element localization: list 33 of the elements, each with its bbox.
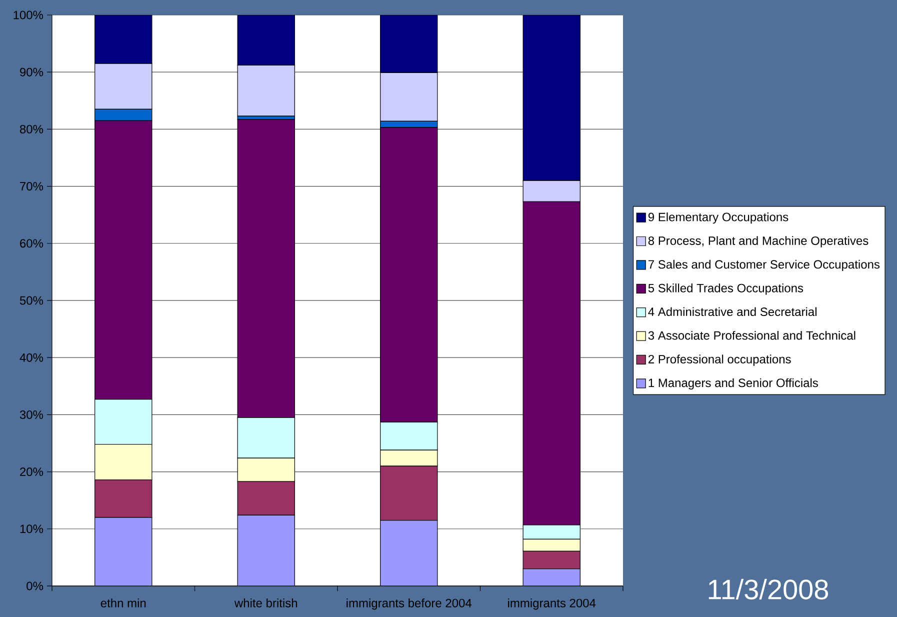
legend-label: 2 Professional occupations [648, 354, 791, 366]
x-tick-label: white british [234, 598, 298, 608]
y-tick-label: 10% [20, 524, 44, 534]
y-tick-label: 50% [20, 296, 44, 305]
bar [238, 515, 295, 586]
y-tick-label: 30% [20, 410, 44, 419]
y-tick-label: 100% [14, 10, 44, 20]
legend-label: 4 Administrative and Secretarial [648, 307, 816, 316]
x-tick-label: ethn min [100, 598, 146, 608]
bar [237, 14, 295, 66]
bar [237, 64, 295, 116]
legend-label: 5 Skilled Trades Occupations [648, 284, 804, 295]
bar [380, 520, 438, 586]
y-tick-label: 0% [26, 582, 44, 590]
legend-label: 3 Associate Professional and Technical [648, 330, 856, 340]
legend-label: 1 Managers and Senior Officials [648, 378, 818, 390]
bar [380, 14, 438, 73]
y-tick-label: 70% [20, 182, 44, 191]
text: 11/3/2008 [708, 578, 828, 600]
bar [522, 568, 580, 586]
y-tick-label: 20% [20, 468, 44, 476]
legend-label: 8 Process, Plant and Machine Operatives [648, 236, 868, 248]
y-tick-label: 60% [20, 239, 44, 248]
y-tick-label: 90% [20, 68, 44, 76]
x-tick-label: immigrants 2004 [508, 598, 596, 610]
legend-label: 9 Elementary Occupations [648, 212, 788, 224]
bar [94, 14, 152, 64]
y-tick-label: 40% [20, 353, 44, 362]
bar [94, 517, 152, 586]
y-tick-label: 80% [20, 124, 44, 134]
x-tick-label: immigrants before 2004 [346, 598, 472, 610]
legend-label: 7 Sales and Customer Service Occupations [648, 260, 880, 272]
bar [522, 14, 580, 181]
